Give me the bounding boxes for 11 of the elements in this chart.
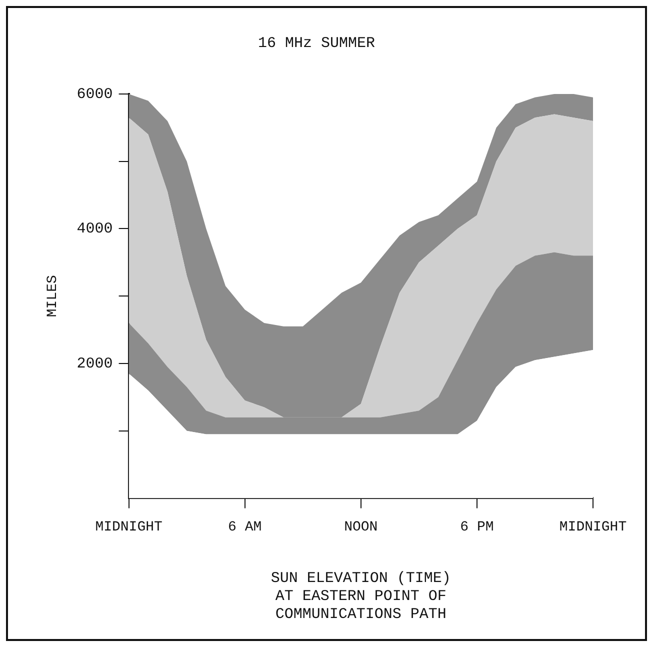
x-axis-title: SUN ELEVATION (TIME) AT EASTERN POINT OF COMMUNICATIONS PATH bbox=[270, 570, 451, 623]
chart-title: 16 MHz SUMMER bbox=[258, 34, 376, 52]
x-tick-label: NOON bbox=[344, 519, 378, 536]
y-tick-label: 2000 bbox=[76, 355, 113, 372]
x-tick-label: MIDNIGHT bbox=[559, 519, 627, 536]
y-axis-title: MILES bbox=[45, 275, 62, 318]
y-tick-label: 4000 bbox=[76, 220, 113, 238]
x-tick-label: 6 PM bbox=[460, 519, 494, 536]
x-tick-label: 6 AM bbox=[228, 519, 262, 536]
y-tick-label: 6000 bbox=[76, 86, 113, 103]
x-tick-label: MIDNIGHT bbox=[95, 519, 162, 536]
